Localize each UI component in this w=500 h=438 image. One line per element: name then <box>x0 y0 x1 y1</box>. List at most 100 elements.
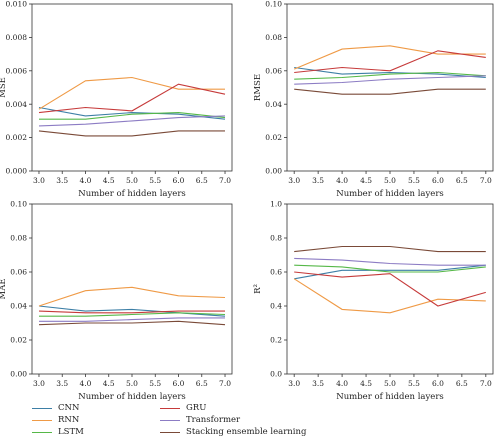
legend-swatch-cnn <box>32 407 52 409</box>
x-axis-label: Number of hidden layers <box>336 189 444 199</box>
legend-item-rnn: RNN <box>32 414 79 426</box>
y-tick-label: 0.08 <box>265 33 282 42</box>
y-tick-label: 0.4 <box>270 302 282 311</box>
x-tick-label: 4.5 <box>103 176 115 185</box>
x-tick-label: 3.5 <box>312 379 324 388</box>
legend-label-lstm: LSTM <box>58 427 84 437</box>
legend-item-cnn: CNN <box>32 402 79 414</box>
x-tick-label: 7.0 <box>480 379 492 388</box>
y-tick-label: 0.000 <box>6 167 28 176</box>
series-line-transformer <box>39 317 225 322</box>
y-tick-label: 0.010 <box>6 0 28 9</box>
y-tick-label: 0.04 <box>265 100 282 109</box>
legend-swatch-rnn <box>32 419 52 421</box>
x-tick-label: 6.5 <box>196 176 208 185</box>
series-line-lstm <box>294 264 486 273</box>
x-tick-label: 4.0 <box>80 176 92 185</box>
x-tick-label: 7.0 <box>219 379 231 388</box>
y-tick-label: 0.8 <box>270 234 282 243</box>
plot-frame <box>286 3 494 172</box>
y-tick-label: 0.00 <box>265 167 282 176</box>
x-tick-label: 5.0 <box>126 379 138 388</box>
series-line-stacking-ensemble-learning <box>294 245 486 253</box>
x-tick-label: 3.5 <box>56 379 68 388</box>
y-axis-label: MAE <box>0 278 8 299</box>
x-tick-label: 3.0 <box>288 379 300 388</box>
x-axis-label: Number of hidden layers <box>336 392 444 402</box>
legend-label-transformer: Transformer <box>186 415 241 425</box>
x-tick-label: 5.0 <box>384 176 396 185</box>
chart-panel-4: 3.0 3.5 4.0 4.5 5.0 5.5 6.0 6.5 7.0 0.0 0.2 0.4 0.6 0… <box>253 200 494 402</box>
y-tick-label: 0.00 <box>10 370 27 379</box>
legend-label-rnn: RNN <box>58 415 80 425</box>
x-tick-label: 7.0 <box>219 176 231 185</box>
legend-swatch-transformer <box>160 419 180 421</box>
y-axis-label: MSE <box>0 77 8 98</box>
x-tick-label: 3.0 <box>33 379 45 388</box>
y-tick-label: 0.04 <box>10 302 27 311</box>
x-tick-label: 6.0 <box>432 176 444 185</box>
legend: CNN RNN LSTM GRU Transformer Stacking en… <box>32 398 332 438</box>
series-line-lstm <box>39 312 226 317</box>
series-line-cnn <box>38 305 226 317</box>
x-tick-label: 4.0 <box>80 379 92 388</box>
x-axis-label: Number of hidden layers <box>78 189 186 199</box>
legend-swatch-lstm <box>32 431 52 433</box>
chart-panel-2: 3.0 3.5 4.0 4.5 5.0 5.5 6.0 6.5 7.0 0.00 0.02 0.04 0… <box>253 0 494 199</box>
x-tick-label: 6.5 <box>456 379 468 388</box>
y-tick-label: 0.2 <box>270 336 282 345</box>
series-line-stacking-ensemble-learning <box>38 130 225 137</box>
plot-frame <box>31 203 233 375</box>
x-tick-label: 4.0 <box>336 176 348 185</box>
x-tick-label: 4.5 <box>103 379 115 388</box>
series-line-gru <box>294 50 486 74</box>
y-tick-label: 0.02 <box>265 133 282 142</box>
x-tick-label: 5.5 <box>408 176 420 185</box>
x-tick-label: 6.5 <box>196 379 208 388</box>
y-axis-label: R² <box>253 284 263 294</box>
x-tick-label: 3.5 <box>312 176 324 185</box>
y-tick-label: 0.006 <box>6 66 28 75</box>
x-tick-label: 4.0 <box>336 379 348 388</box>
y-tick-label: 0.06 <box>265 66 282 75</box>
y-tick-label: 0.008 <box>6 33 28 42</box>
legend-label-stacking: Stacking ensemble learning <box>186 427 307 437</box>
series-line-gru <box>38 83 226 114</box>
legend-swatch-gru <box>160 407 180 409</box>
x-tick-label: 5.5 <box>408 379 420 388</box>
series-line-rnn <box>293 278 486 314</box>
series-line-cnn <box>38 106 226 120</box>
x-tick-label: 6.0 <box>173 379 185 388</box>
legend-item-lstm: LSTM <box>32 426 84 438</box>
series-line-gru <box>294 271 486 307</box>
y-tick-label: 0.004 <box>6 100 28 109</box>
x-tick-label: 6.0 <box>432 379 444 388</box>
series-line-cnn <box>294 264 486 280</box>
series-line-transformer <box>294 257 486 266</box>
y-tick-label: 0.0 <box>270 370 282 379</box>
chart-panel-1: 3.0 3.5 4.0 4.5 5.0 5.5 6.0 6.5 7.0 0.000 0.002 0.0… <box>0 0 233 199</box>
x-tick-label: 3.0 <box>288 176 300 185</box>
series-line-lstm <box>39 112 226 120</box>
series-line-stacking-ensemble-learning <box>38 320 226 326</box>
chart-panel-3: 3.0 3.5 4.0 4.5 5.0 5.5 6.0 6.5 7.0 0.00 0.02 0.04 0… <box>0 200 233 402</box>
x-tick-label: 4.5 <box>360 176 372 185</box>
y-tick-label: 0.02 <box>10 336 27 345</box>
y-tick-label: 0.6 <box>270 268 282 277</box>
x-tick-label: 5.0 <box>384 379 396 388</box>
x-tick-label: 7.0 <box>480 176 492 185</box>
legend-item-gru: GRU <box>160 402 206 414</box>
x-tick-label: 5.5 <box>149 176 161 185</box>
plot-frame <box>286 203 494 375</box>
legend-label-gru: GRU <box>186 403 207 413</box>
x-tick-label: 4.5 <box>360 379 372 388</box>
series-line-gru <box>38 310 225 314</box>
y-tick-label: 0.10 <box>265 0 282 9</box>
series-line-rnn <box>38 76 225 110</box>
legend-label-cnn: CNN <box>58 403 80 413</box>
series-line-rnn <box>293 45 486 70</box>
x-tick-label: 3.0 <box>33 176 45 185</box>
legend-item-transformer: Transformer <box>160 414 240 426</box>
x-tick-label: 6.0 <box>173 176 185 185</box>
